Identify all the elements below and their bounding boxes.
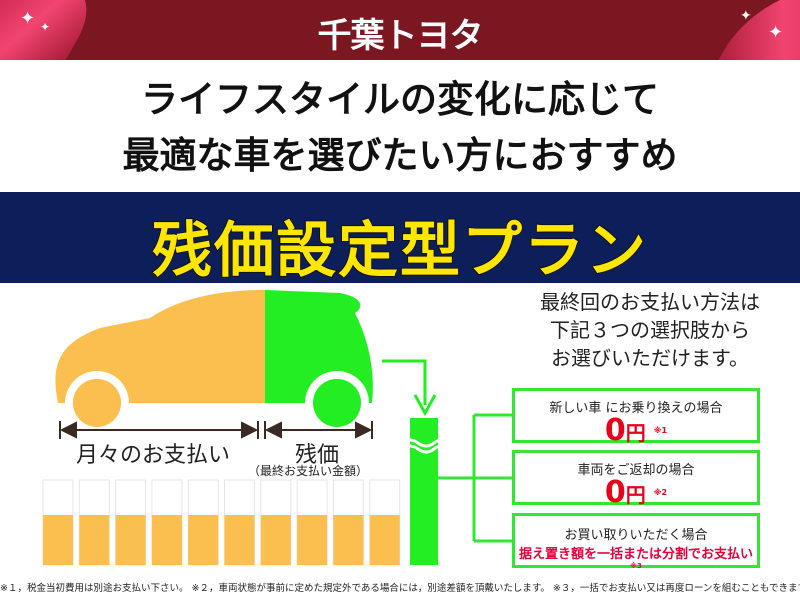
option-amount: 0: [604, 413, 626, 448]
footnotes: ※１，税金当初費用は別途お支払い下さい。 ※２，車両状態が事前に定めた規定外であ…: [0, 583, 800, 594]
lead-line: ライフスタイルの変化に応じて: [141, 78, 659, 121]
option-trade-in: 新しい車 にお乗り換えの場合 0円 ※1: [512, 388, 760, 446]
residual-label: 残価: [295, 443, 340, 468]
lead-line: 最適な車を選びたい方におすすめ: [122, 134, 678, 177]
option-buyout: お買い取りいただく場合 据え置き額を一括または分割でお支払い※3: [512, 513, 760, 570]
connector-lines: [438, 413, 512, 543]
option-label: 車両をご返却の場合: [577, 463, 695, 478]
plan-title: 残価設定型プラン: [151, 215, 648, 287]
option-amount: 0: [604, 475, 626, 510]
intro-line: お選びいただけます。: [551, 346, 749, 370]
option-note: ※2: [653, 488, 668, 497]
option-label: お買い取りいただく場合: [564, 528, 708, 543]
payment-bar-fill: [188, 515, 219, 565]
sparkle-icon: ✦: [768, 22, 784, 43]
arrow-head: [413, 394, 437, 417]
monthly-label: 月々のお支払い: [76, 443, 231, 468]
option-unit: 円: [625, 483, 646, 507]
payment-bar-fill: [43, 515, 73, 565]
sparkle-icon: ✦: [740, 8, 752, 24]
lead-text: ライフスタイルの変化に応じて 最適な車を選びたい方におすすめ: [0, 72, 800, 184]
break-mark: [401, 438, 446, 454]
option-detail: 据え置き額を一括または分割でお支払い: [518, 547, 753, 562]
header: ✦ ✦ ✦ ✦ 千葉トヨタ: [0, 0, 800, 60]
car-illustration: [0, 290, 400, 435]
sparkle-icon: ✦: [40, 20, 51, 34]
options-intro: 最終回のお支払い方法は 下記３つの選択肢から お選びいただけます。: [500, 288, 800, 372]
arrow-line: [382, 359, 427, 405]
plan-banner: 残価設定型プラン: [0, 192, 800, 287]
option-return: 車両をご返却の場合 0円 ※2: [512, 450, 760, 508]
plan-diagram: [0, 290, 512, 566]
residual-sub-label: （最終お支払い金額）: [248, 464, 369, 478]
option-label: 新しい車 にお乗り換えの場合: [549, 401, 723, 416]
sparkle-icon: ✦: [20, 8, 36, 29]
payment-bar-fill: [79, 515, 110, 565]
payment-bar-fill: [260, 515, 291, 565]
option-unit: 円: [625, 421, 646, 445]
payment-bar-fill: [224, 515, 255, 565]
payment-bar-fill: [151, 515, 182, 565]
intro-line: 下記３つの選択肢から: [550, 318, 750, 342]
option-note: ※1: [653, 426, 668, 435]
intro-line: 最終回のお支払い方法は: [540, 290, 760, 314]
option-note: ※3: [630, 562, 642, 570]
payment-bar-fill: [333, 515, 364, 565]
payment-bar-fill: [297, 515, 328, 565]
monthly-payment-bars: [42, 479, 401, 566]
span-arrows: [59, 421, 373, 439]
payment-bar-fill: [115, 515, 146, 565]
payment-bar-fill: [369, 515, 400, 565]
logo: 千葉トヨタ: [317, 16, 484, 56]
